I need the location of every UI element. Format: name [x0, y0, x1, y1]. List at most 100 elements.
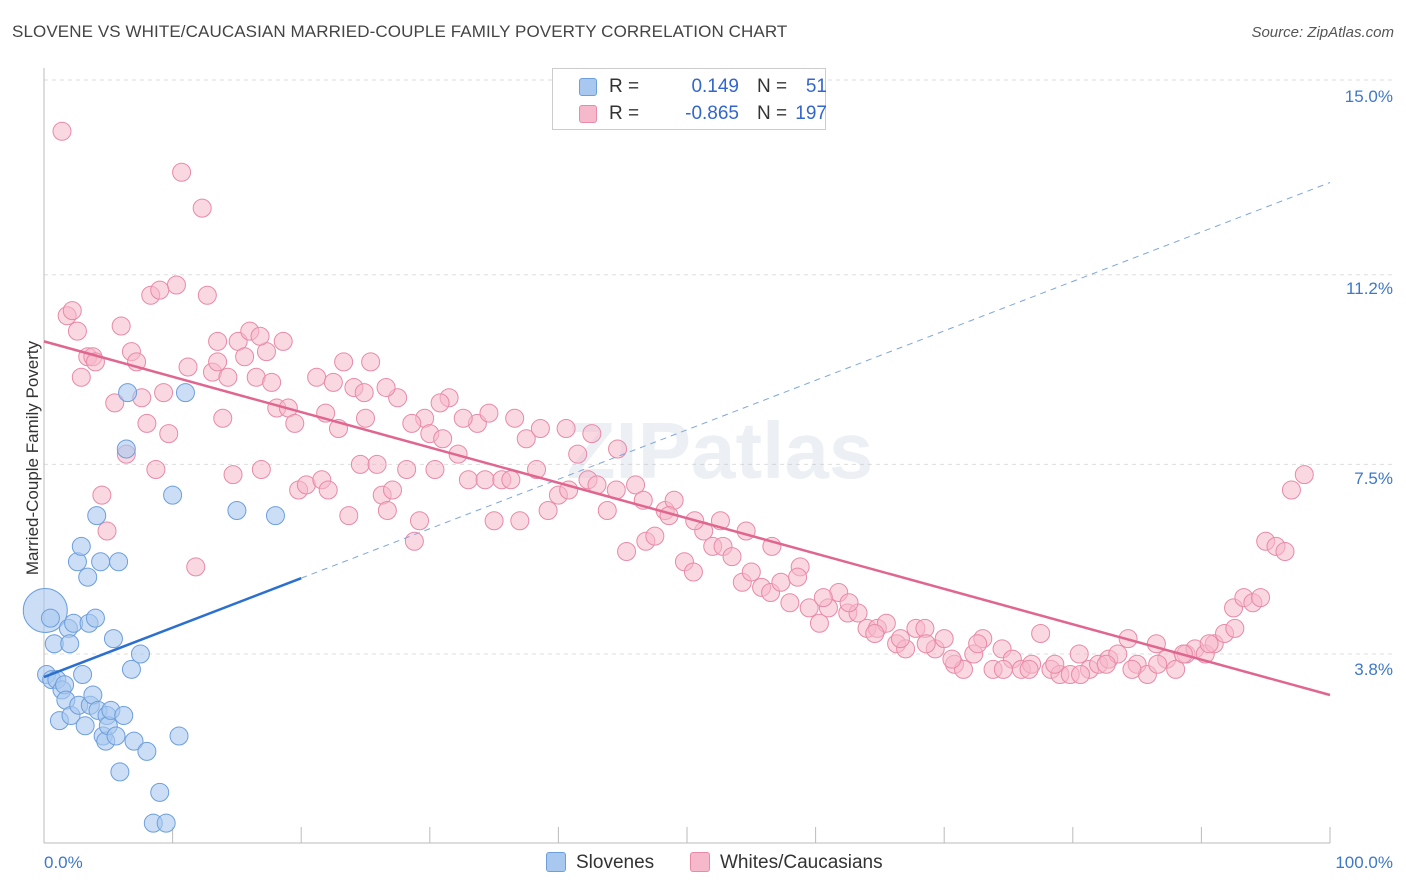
slovenes-point	[121, 659, 141, 679]
whites-point	[92, 485, 112, 505]
whites-point	[62, 301, 82, 321]
slovenes-point	[109, 552, 129, 572]
slovenes-point	[85, 608, 105, 628]
whites-point	[410, 511, 430, 531]
whites-point	[916, 634, 936, 654]
whites-point	[146, 460, 166, 479]
slovenes-point	[156, 813, 176, 833]
whites-point	[813, 588, 833, 608]
whites-point	[208, 352, 228, 372]
whites-point	[334, 352, 354, 372]
trend-lines	[43, 182, 1331, 697]
whites-point	[350, 454, 370, 474]
whites-point	[235, 347, 255, 367]
y-tick-label: 7.5%	[1354, 469, 1393, 488]
whites-point	[645, 526, 665, 546]
whites-point	[1019, 659, 1039, 679]
whites-point	[530, 419, 550, 438]
whites-point	[377, 501, 397, 520]
whites-point	[479, 403, 499, 423]
whites-point	[354, 383, 374, 403]
whites-point	[839, 593, 859, 613]
whites-point	[1096, 654, 1116, 674]
slovenes-point	[75, 716, 95, 736]
whites-point	[1045, 654, 1065, 674]
whites-point	[1199, 634, 1219, 654]
whites-trend-line	[43, 340, 1331, 697]
whites-point	[556, 419, 576, 438]
whites-point	[361, 352, 381, 372]
whites-point	[510, 511, 530, 531]
whites-point	[402, 413, 422, 433]
whites-point	[67, 321, 87, 341]
whites-point	[339, 506, 359, 526]
whites-point	[1071, 665, 1091, 684]
slovenes-trend-solid	[43, 576, 302, 679]
whites-legend-swatch	[690, 852, 710, 872]
slovenes-point	[116, 439, 136, 459]
whites-point	[568, 444, 588, 464]
whites-point	[197, 285, 217, 305]
slovenes-point	[169, 726, 189, 746]
whites-point	[250, 326, 270, 346]
source-credit: Source: ZipAtlas.com	[1251, 24, 1394, 41]
whites-point	[1225, 618, 1245, 638]
whites-point	[1281, 480, 1301, 500]
whites-point	[192, 198, 212, 218]
slovenes-legend-label: Slovenes	[576, 852, 655, 873]
slovenes-point	[130, 644, 150, 664]
y-tick-label: 11.2%	[1346, 279, 1393, 298]
whites-point	[367, 454, 387, 474]
whites-point	[993, 659, 1013, 679]
whites-point	[97, 521, 117, 541]
whites-point	[213, 408, 233, 428]
whites-point	[166, 275, 186, 295]
whites-point	[1294, 465, 1314, 485]
whites-point	[1069, 644, 1089, 664]
slovenes-swatch	[579, 78, 597, 96]
n-value: 51	[805, 76, 827, 97]
whites-point	[942, 649, 962, 669]
whites-point	[159, 424, 179, 444]
whites-point	[150, 280, 170, 300]
whites-point	[262, 372, 282, 392]
whites-point	[741, 562, 761, 582]
whites-point	[1148, 654, 1168, 674]
whites-point	[458, 470, 478, 490]
whites-point	[1031, 624, 1051, 643]
whites-point	[934, 629, 954, 649]
whites-point	[307, 367, 327, 387]
whites-point	[722, 547, 742, 567]
slovenes-point	[106, 726, 126, 746]
whites-point	[218, 367, 238, 387]
x-tick-label: 100.0%	[1335, 853, 1393, 872]
slovenes-point	[91, 552, 111, 572]
whites-point	[516, 429, 536, 449]
n-value: 197	[795, 103, 827, 124]
whites-point	[608, 439, 628, 459]
whites-point	[154, 383, 174, 403]
r-value: -0.865	[685, 103, 739, 124]
slovenes-point	[163, 485, 183, 505]
whites-point	[172, 162, 192, 182]
whites-point	[799, 598, 819, 618]
whites-point	[433, 429, 453, 449]
bottom-legend-slovenes: Slovenes	[546, 852, 654, 876]
whites-point	[105, 393, 125, 413]
whites-point	[323, 372, 343, 392]
x-tick-label: 0.0%	[44, 853, 83, 872]
whites-point	[505, 408, 525, 428]
grid-layer	[44, 79, 1393, 655]
slovenes-point	[137, 741, 157, 761]
y-tick-label: 3.8%	[1354, 660, 1393, 679]
r-label: R =	[609, 103, 640, 124]
whites-point	[582, 424, 602, 444]
slovenes-points	[22, 383, 285, 833]
slovenes-point	[227, 501, 247, 520]
slovenes-point	[40, 608, 60, 628]
whites-point	[865, 624, 885, 643]
whites-point	[597, 501, 617, 520]
whites-point	[425, 460, 445, 479]
whites-point	[1275, 542, 1295, 561]
